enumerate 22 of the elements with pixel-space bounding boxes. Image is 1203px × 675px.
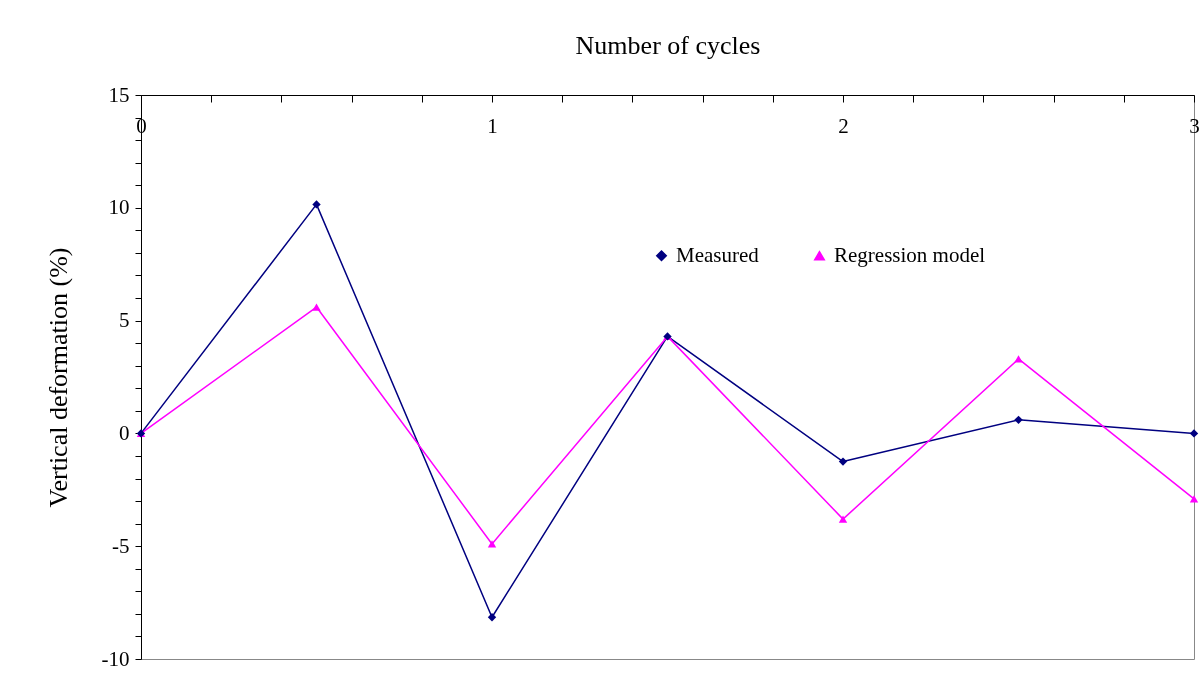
point — [312, 303, 321, 311]
x-tick-label: 2 — [838, 113, 849, 138]
y-axis-title: Vertical deformation (%) — [43, 247, 73, 508]
y-tick-label: 5 — [119, 308, 130, 333]
point — [1014, 415, 1023, 425]
x-tick-label: 3 — [1189, 113, 1200, 138]
x-axis-title: Number of cycles — [575, 31, 761, 60]
point — [312, 200, 321, 209]
legend-label: Regression model — [834, 242, 986, 267]
point — [487, 613, 497, 622]
point — [487, 540, 497, 548]
point — [1014, 355, 1023, 363]
y-tick-label: 0 — [119, 420, 130, 445]
point — [1189, 429, 1199, 438]
x-tick-label: 1 — [487, 113, 498, 138]
y-tick-label: 10 — [108, 195, 130, 220]
y-tick-label: 15 — [108, 82, 130, 107]
y-tick-label: -5 — [112, 533, 130, 558]
point — [838, 515, 848, 523]
legend-label: Measured — [676, 242, 760, 267]
point — [838, 457, 848, 466]
y-tick-label: -10 — [101, 646, 130, 671]
